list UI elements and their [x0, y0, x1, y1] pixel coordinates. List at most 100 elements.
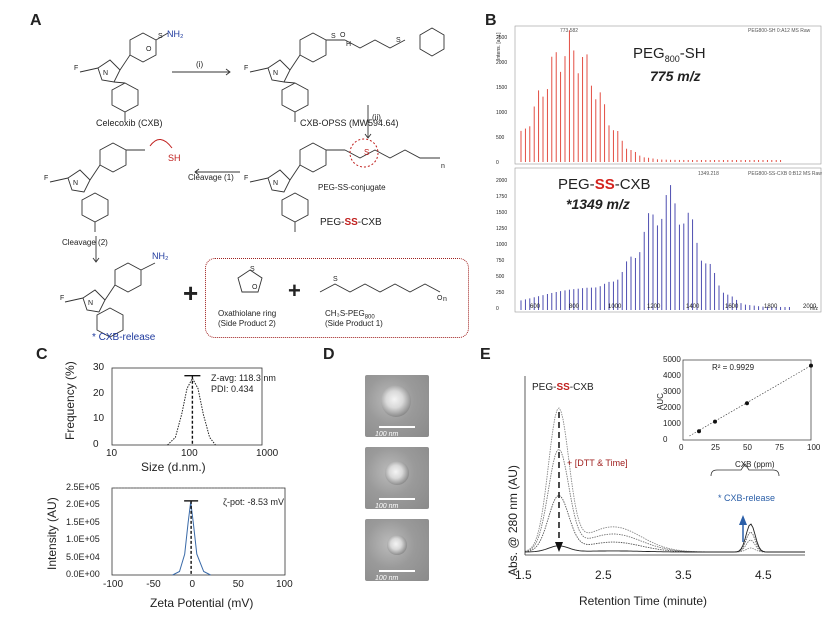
b-x-tick: 600 [530, 304, 541, 310]
tem-particle-3 [387, 535, 407, 555]
bottom-y-tick: 2000 [496, 178, 508, 184]
inset-x-tick: 100 [807, 443, 821, 452]
bottom-spectrum-peaks [520, 185, 790, 310]
hplc-trace [524, 494, 805, 553]
hplc-trace [524, 523, 805, 553]
top-sample-name: PEG800-SH [633, 45, 706, 64]
tem-image-2: 100 nm [365, 447, 429, 510]
top-header: PEG800-SH 0:A12 MS Raw [748, 28, 811, 34]
plus-sign-1: + [183, 278, 199, 308]
top-peak-label: 773.582 [560, 28, 579, 34]
atom-f-2: F [244, 65, 249, 72]
inset-point [809, 363, 813, 368]
top-y-tick: 2500 [496, 35, 508, 41]
zeta-y-tick: 5.0E+04 [66, 551, 100, 562]
size-ylabel: Frequency (%) [63, 361, 77, 440]
size-y-tick: 30 [93, 362, 105, 373]
hplc-trace [524, 448, 805, 553]
atom-s-red: S [364, 148, 370, 157]
b-xunit: m/z [810, 306, 819, 312]
reagent-ii-label: (ii) [372, 113, 381, 122]
top-y-tick: 500 [496, 135, 505, 141]
inset-y-tick: 1000 [663, 419, 681, 428]
inset-point [713, 419, 717, 424]
tem-particle-1 [381, 385, 411, 417]
atom-n-subscript-2: n [443, 296, 447, 303]
top-y-tick: 2000 [496, 60, 508, 66]
inset-y-tick: 2000 [663, 403, 681, 412]
zeta-y-tick: 1.0E+05 [66, 534, 100, 545]
size-x-tick: 100 [181, 448, 198, 459]
bottom-y-tick: 1000 [496, 242, 508, 248]
reaction-scheme-drawing [49, 27, 445, 338]
panel-label-a: A [30, 12, 42, 29]
atom-s-5: S [333, 276, 338, 283]
side2-line2: (Side Product 2) [218, 319, 276, 328]
inset-point [697, 429, 701, 434]
zeta-y-tick: 0.0E+00 [66, 569, 100, 579]
inset-points [689, 363, 813, 437]
panel-label-d: D [323, 346, 335, 363]
hplc-x-tick: 3.5 [675, 568, 692, 582]
tem-scale-label-2: 100 nm [375, 503, 399, 510]
inset-fit-line [689, 365, 812, 437]
bottom-header: PEG800-SS-CXB 0:B12 MS Raw [748, 171, 822, 177]
zeta-y-tick: 1.5E+05 [66, 516, 100, 527]
hplc-title-ss: SS [556, 382, 570, 393]
atom-o-3: O [252, 284, 258, 291]
peg-ss-conjugate-label: PEG-SS-conjugate [318, 183, 386, 192]
top-name-main: PEG [633, 45, 665, 62]
side1-name: CH₃S-PEG [325, 309, 365, 318]
bottom-spectrum-frame [514, 167, 822, 313]
b-x-tick: 1000 [608, 304, 622, 310]
bottom-sample-name: PEG-SS-CXB [558, 176, 651, 193]
atom-s-4: S [250, 266, 255, 273]
bottom-y-tick: 1500 [496, 210, 508, 216]
size-distribution-curve [167, 375, 216, 446]
b-x-tick: 2000 [803, 304, 817, 310]
cxb-release-label: * CXB-release [92, 332, 156, 343]
hplc-ylabel: Abs. @ 280 nm (AU) [506, 465, 520, 576]
atom-h-1: H [346, 41, 352, 48]
bottom-peak-label: 1349.218 [698, 171, 719, 177]
inset-xlabel: CXB (ppm) [735, 460, 775, 469]
tem-scalebar-3 [379, 570, 415, 572]
top-name-suffix: -SH [679, 45, 706, 62]
hplc-title-prefix: PEG- [532, 382, 557, 393]
mass-spectra-svg [514, 25, 822, 313]
panel-label-b: B [485, 12, 497, 29]
hplc-traces [524, 407, 805, 553]
atom-n-2: N [273, 70, 279, 77]
hplc-trace [524, 407, 805, 553]
tem-scale-label-3: 100 nm [375, 575, 399, 582]
atom-o-2: O [340, 32, 346, 39]
atom-n-3: N [73, 180, 79, 187]
atom-s-1: S [158, 33, 163, 40]
size-y-tick: 20 [93, 387, 105, 399]
bottom-y-tick: 750 [496, 258, 505, 264]
plus-sign-2: + [288, 278, 301, 303]
size-annotation-pdi: PDI: 0.434 [211, 384, 254, 394]
panel-label-e: E [480, 346, 491, 363]
bottom-y-tick: 1750 [496, 194, 508, 200]
atom-s-2: S [331, 33, 336, 40]
bottom-mz: *1349 m/z [566, 196, 630, 212]
hplc-x-tick: 2.5 [595, 568, 612, 582]
inset-x-tick: 0 [679, 443, 684, 452]
tem-image-1: 100 nm [365, 375, 429, 438]
top-y-tick: 0 [496, 160, 499, 166]
b-x-tick: 1600 [725, 304, 739, 310]
b-x-tick: 1400 [686, 304, 700, 310]
peg-ss-cxb-prefix: PEG- [320, 217, 345, 228]
inset-equation: R² = 0.9929 [712, 363, 755, 372]
hplc-title-suffix: -CXB [569, 382, 594, 393]
zeta-x-tick: 50 [232, 579, 244, 590]
zeta-chart-frame [111, 487, 286, 576]
inset-x-tick: 25 [711, 443, 720, 452]
hplc-x-tick: 1.5 [515, 568, 532, 582]
inset-svg [682, 359, 813, 441]
bottom-name-ss: SS [594, 176, 615, 193]
size-annotation-zavg: Z-avg: 118.3 nm [211, 373, 276, 383]
hplc-xlabel: Retention Time (minute) [579, 594, 708, 608]
cxb-opss-label: CXB-OPSS (MW594.64) [300, 118, 399, 128]
